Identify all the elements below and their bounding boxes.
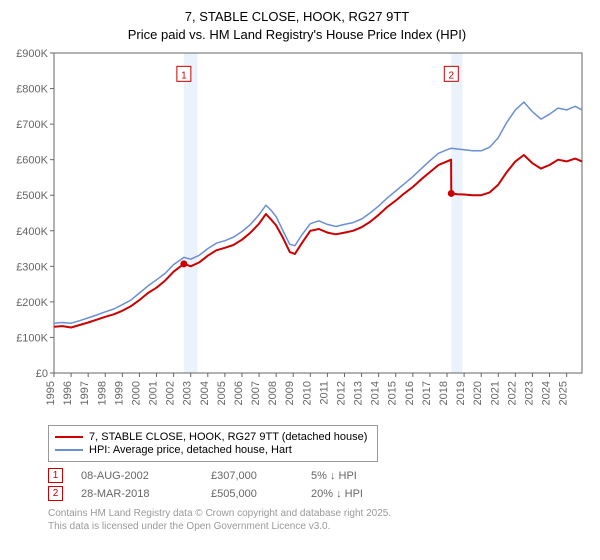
svg-text:1999: 1999 <box>113 381 125 405</box>
svg-text:£400K: £400K <box>16 226 48 238</box>
legend-label: HPI: Average price, detached house, Hart <box>89 444 292 456</box>
sale-date: 28-MAR-2018 <box>81 488 211 500</box>
legend-label: 7, STABLE CLOSE, HOOK, RG27 9TT (detache… <box>89 431 367 443</box>
sale-vs-hpi: 5% ↓ HPI <box>311 470 431 482</box>
sale-price: £307,000 <box>211 470 311 482</box>
svg-text:2006: 2006 <box>233 381 245 405</box>
svg-text:2001: 2001 <box>148 381 160 405</box>
legend-item: HPI: Average price, detached house, Hart <box>55 444 367 456</box>
table-row: 1 08-AUG-2002 £307,000 5% ↓ HPI <box>48 468 590 483</box>
svg-text:£700K: £700K <box>16 119 48 131</box>
svg-text:2014: 2014 <box>370 381 382 405</box>
svg-text:2021: 2021 <box>489 381 501 405</box>
svg-text:2023: 2023 <box>523 381 535 405</box>
svg-text:2008: 2008 <box>267 381 279 405</box>
footnote-line: Contains HM Land Registry data © Crown c… <box>48 508 391 519</box>
sale-price: £505,000 <box>211 488 311 500</box>
svg-text:2017: 2017 <box>421 381 433 405</box>
svg-text:2024: 2024 <box>541 381 553 405</box>
svg-text:2025: 2025 <box>558 381 570 405</box>
chart-plot-area: £0 £100K £200K £300K £400K £500K £600K £700K £80… <box>4 49 590 419</box>
svg-text:2007: 2007 <box>250 381 262 405</box>
marker-badge: 2 <box>48 486 63 501</box>
legend: 7, STABLE CLOSE, HOOK, RG27 9TT (detache… <box>48 425 378 462</box>
svg-text:1995: 1995 <box>45 381 57 405</box>
svg-text:2009: 2009 <box>284 381 296 405</box>
sale-vs-hpi: 20% ↓ HPI <box>311 488 431 500</box>
title-line-2: Price paid vs. HM Land Registry's House … <box>128 27 466 42</box>
legend-item: 7, STABLE CLOSE, HOOK, RG27 9TT (detache… <box>55 431 367 443</box>
svg-text:1996: 1996 <box>62 381 74 405</box>
table-row: 2 28-MAR-2018 £505,000 20% ↓ HPI <box>48 486 590 501</box>
svg-text:2005: 2005 <box>216 381 228 405</box>
svg-text:1: 1 <box>181 70 187 81</box>
svg-text:£0: £0 <box>36 368 48 380</box>
svg-text:1998: 1998 <box>96 381 108 405</box>
chart-container: 7, STABLE CLOSE, HOOK, RG27 9TT Price pa… <box>0 0 600 560</box>
svg-text:2015: 2015 <box>387 381 399 405</box>
svg-text:£600K: £600K <box>16 155 48 167</box>
footnote-line: This data is licensed under the Open Gov… <box>48 521 330 532</box>
svg-text:2018: 2018 <box>438 381 450 405</box>
legend-swatch <box>55 449 83 451</box>
svg-text:£800K: £800K <box>16 84 48 96</box>
title-line-1: 7, STABLE CLOSE, HOOK, RG27 9TT <box>185 9 409 24</box>
sale-date: 08-AUG-2002 <box>81 470 211 482</box>
svg-text:£300K: £300K <box>16 261 48 273</box>
legend-swatch <box>55 436 83 438</box>
svg-text:2019: 2019 <box>455 381 467 405</box>
svg-text:£100K: £100K <box>16 333 48 345</box>
svg-text:2020: 2020 <box>472 381 484 405</box>
svg-text:2004: 2004 <box>199 381 211 405</box>
svg-text:2013: 2013 <box>353 381 365 405</box>
line-chart: £0 £100K £200K £300K £400K £500K £600K £700K £80… <box>4 49 590 419</box>
svg-text:£500K: £500K <box>16 190 48 202</box>
svg-text:£200K: £200K <box>16 297 48 309</box>
footnote: Contains HM Land Registry data © Crown c… <box>48 507 590 533</box>
chart-title: 7, STABLE CLOSE, HOOK, RG27 9TT Price pa… <box>4 8 590 43</box>
svg-text:£900K: £900K <box>16 49 48 60</box>
svg-text:2012: 2012 <box>335 381 347 405</box>
svg-text:2: 2 <box>449 70 455 81</box>
svg-text:2010: 2010 <box>301 381 313 405</box>
svg-text:2011: 2011 <box>318 381 330 405</box>
marker-badge: 1 <box>48 468 63 483</box>
svg-text:2000: 2000 <box>130 381 142 405</box>
svg-text:2016: 2016 <box>404 381 416 405</box>
svg-text:1997: 1997 <box>79 381 91 405</box>
svg-text:2022: 2022 <box>506 381 518 405</box>
sale-markers-table: 1 08-AUG-2002 £307,000 5% ↓ HPI 2 28-MAR… <box>48 468 590 501</box>
svg-text:2002: 2002 <box>165 381 177 405</box>
svg-text:2003: 2003 <box>182 381 194 405</box>
